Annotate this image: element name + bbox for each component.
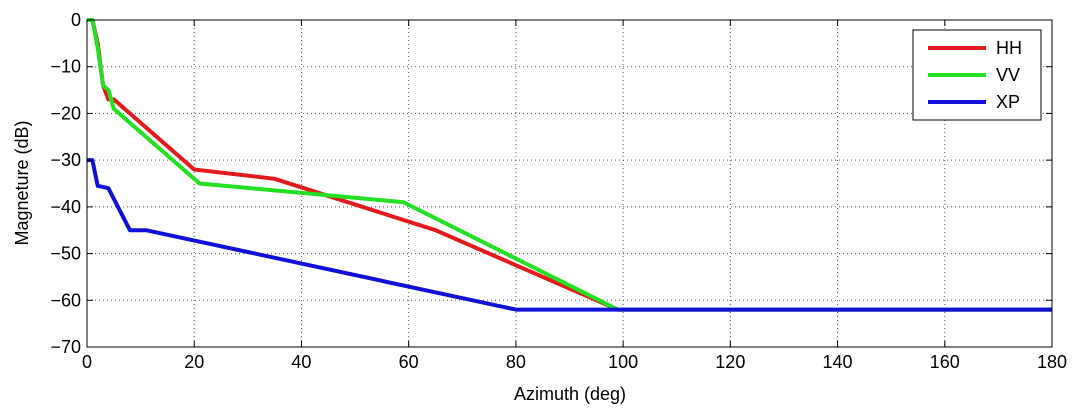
x-tick-label: 100 — [608, 352, 638, 372]
y-tick-label: −40 — [50, 197, 81, 217]
x-tick-label: 0 — [82, 352, 92, 372]
x-tick-label: 180 — [1037, 352, 1067, 372]
x-tick-label: 80 — [506, 352, 526, 372]
x-tick-label: 120 — [715, 352, 745, 372]
x-tick-label: 20 — [184, 352, 204, 372]
y-tick-label: −50 — [50, 244, 81, 264]
y-tick-label: −10 — [50, 57, 81, 77]
legend-label-vv: VV — [996, 65, 1020, 85]
y-tick-label: −20 — [50, 103, 81, 123]
x-tick-label: 40 — [291, 352, 311, 372]
plot-background — [87, 20, 1052, 347]
y-tick-label: 0 — [71, 10, 81, 30]
y-axis-label: Magneture (dB) — [12, 120, 32, 245]
y-tick-label: −30 — [50, 150, 81, 170]
x-tick-label: 140 — [823, 352, 853, 372]
x-axis-label: Azimuth (deg) — [514, 384, 626, 404]
legend: HH VV XP — [913, 30, 1041, 120]
x-tick-label: 60 — [399, 352, 419, 372]
x-tick-label: 160 — [930, 352, 960, 372]
y-tick-label: −60 — [50, 290, 81, 310]
legend-label-xp: XP — [996, 92, 1020, 112]
legend-label-hh: HH — [996, 38, 1022, 58]
y-tick-label: −70 — [50, 337, 81, 357]
